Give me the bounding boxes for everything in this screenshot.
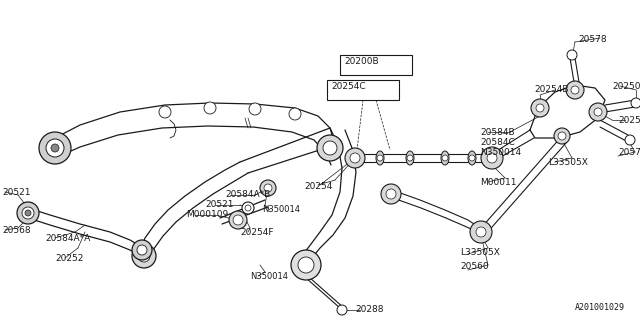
Circle shape — [289, 108, 301, 120]
Circle shape — [481, 147, 503, 169]
Circle shape — [51, 144, 59, 152]
Ellipse shape — [376, 151, 384, 165]
Circle shape — [386, 189, 396, 199]
Text: 20578D: 20578D — [618, 148, 640, 157]
Text: 20254: 20254 — [304, 182, 332, 191]
Circle shape — [469, 155, 475, 161]
Text: N350014: N350014 — [480, 148, 521, 157]
Circle shape — [39, 132, 71, 164]
Circle shape — [567, 50, 577, 60]
Bar — [327, 80, 399, 100]
Circle shape — [337, 305, 347, 315]
Circle shape — [589, 103, 607, 121]
Circle shape — [554, 128, 570, 144]
Circle shape — [442, 155, 448, 161]
Circle shape — [558, 132, 566, 140]
Circle shape — [470, 221, 492, 243]
Text: 20578: 20578 — [578, 35, 607, 44]
Text: 20521: 20521 — [205, 200, 234, 209]
Circle shape — [571, 86, 579, 94]
Text: 20584B: 20584B — [480, 128, 515, 137]
Circle shape — [631, 98, 640, 108]
Text: 20200B: 20200B — [344, 57, 379, 66]
Text: 20560: 20560 — [460, 262, 488, 271]
Circle shape — [487, 153, 497, 163]
Text: 20584A*A: 20584A*A — [45, 234, 90, 243]
Circle shape — [242, 202, 254, 214]
Text: 20584A*B: 20584A*B — [225, 190, 270, 199]
Circle shape — [229, 211, 247, 229]
Circle shape — [245, 205, 251, 211]
Ellipse shape — [441, 151, 449, 165]
Text: M000109: M000109 — [186, 210, 228, 219]
Circle shape — [204, 102, 216, 114]
Circle shape — [264, 184, 272, 192]
Circle shape — [536, 104, 544, 112]
Circle shape — [345, 148, 365, 168]
Text: N350014: N350014 — [250, 272, 288, 281]
Text: L33505X: L33505X — [548, 158, 588, 167]
Circle shape — [132, 240, 152, 260]
Bar — [340, 55, 412, 75]
Text: 20568: 20568 — [2, 226, 31, 235]
Circle shape — [531, 99, 549, 117]
Circle shape — [260, 180, 276, 196]
Text: 20254D: 20254D — [618, 116, 640, 125]
Circle shape — [132, 244, 156, 268]
Circle shape — [17, 202, 39, 224]
Text: N350014: N350014 — [262, 205, 300, 214]
Text: 20254B: 20254B — [534, 85, 568, 94]
Ellipse shape — [406, 151, 414, 165]
Circle shape — [407, 155, 413, 161]
Text: 20521: 20521 — [2, 188, 31, 197]
Circle shape — [46, 139, 64, 157]
Ellipse shape — [468, 151, 476, 165]
Circle shape — [323, 141, 337, 155]
Text: L33505X: L33505X — [460, 248, 500, 257]
Circle shape — [137, 245, 147, 255]
Circle shape — [22, 207, 34, 219]
Text: 20252: 20252 — [55, 254, 83, 263]
Circle shape — [381, 184, 401, 204]
Text: 20288: 20288 — [355, 305, 383, 314]
Circle shape — [159, 106, 171, 118]
Text: A201001029: A201001029 — [575, 303, 625, 312]
Circle shape — [317, 135, 343, 161]
Circle shape — [138, 250, 150, 262]
Circle shape — [249, 103, 261, 115]
Circle shape — [25, 210, 31, 216]
Circle shape — [625, 135, 635, 145]
Text: M00011: M00011 — [480, 178, 516, 187]
Circle shape — [594, 108, 602, 116]
Circle shape — [233, 215, 243, 225]
Circle shape — [566, 81, 584, 99]
Text: 20250: 20250 — [612, 82, 640, 91]
Circle shape — [476, 227, 486, 237]
Circle shape — [350, 153, 360, 163]
Circle shape — [298, 257, 314, 273]
Circle shape — [291, 250, 321, 280]
Text: 20254C: 20254C — [331, 82, 365, 91]
Text: 20584C: 20584C — [480, 138, 515, 147]
Circle shape — [377, 155, 383, 161]
Text: 20254F: 20254F — [240, 228, 273, 237]
